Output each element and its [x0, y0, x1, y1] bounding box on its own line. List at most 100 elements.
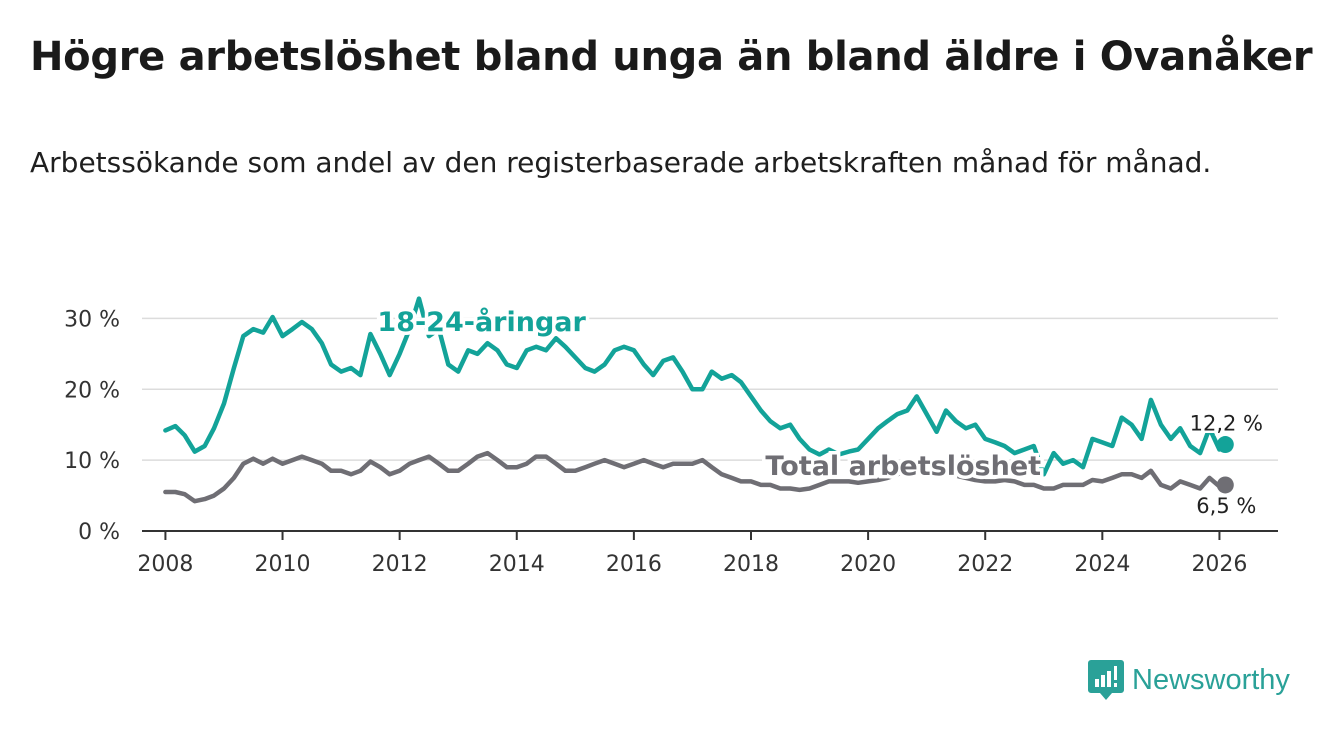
- end-marker: [1216, 436, 1234, 454]
- data-point: [906, 409, 908, 412]
- data-point: [926, 413, 928, 415]
- data-point: [555, 337, 557, 339]
- data-point: [476, 456, 479, 458]
- data-point: [1101, 480, 1103, 482]
- data-point: [701, 459, 703, 461]
- data-point: [467, 463, 469, 465]
- data-point: [447, 363, 449, 366]
- data-point: [936, 431, 938, 433]
- x-tick-label: 2010: [255, 552, 311, 577]
- data-point: [1013, 480, 1016, 482]
- data-point: [1033, 445, 1035, 447]
- data-point: [321, 463, 323, 465]
- data-point: [311, 459, 313, 461]
- data-point: [1043, 487, 1045, 490]
- data-point: [613, 463, 616, 465]
- x-tick-label: 2016: [606, 552, 662, 577]
- data-point: [789, 487, 791, 490]
- data-point: [418, 297, 420, 300]
- data-point: [1199, 452, 1201, 454]
- y-tick-label: 10 %: [64, 449, 120, 474]
- data-point: [1189, 484, 1191, 486]
- data-point: [1072, 459, 1074, 461]
- data-point: [164, 491, 167, 493]
- data-point: [1062, 484, 1064, 486]
- data-point: [594, 463, 596, 465]
- data-point: [574, 470, 576, 472]
- data-point: [1150, 470, 1152, 472]
- data-point: [623, 466, 625, 468]
- data-point: [291, 459, 294, 461]
- data-point: [242, 335, 244, 337]
- data-point: [740, 480, 742, 482]
- data-point: [428, 456, 430, 458]
- data-point: [1091, 438, 1093, 440]
- x-tick-label: 2022: [957, 552, 1013, 577]
- data-point: [857, 448, 859, 451]
- data-point: [731, 477, 733, 479]
- data-point: [457, 370, 459, 373]
- data-point: [965, 477, 967, 479]
- data-point: [1062, 463, 1064, 465]
- data-point: [896, 473, 898, 475]
- data-point: [750, 480, 752, 482]
- data-point: [379, 353, 381, 355]
- data-point: [828, 480, 830, 482]
- data-point: [311, 328, 313, 330]
- data-point: [330, 363, 332, 366]
- data-point: [506, 363, 508, 366]
- data-point: [750, 395, 752, 397]
- y-tick-label: 30 %: [64, 307, 120, 332]
- end-value-label: 12,2 %: [1190, 412, 1263, 436]
- data-point: [896, 413, 898, 415]
- data-point: [438, 328, 440, 330]
- data-point: [1121, 473, 1123, 475]
- x-tick-label: 2008: [137, 552, 193, 577]
- data-point: [594, 370, 596, 373]
- data-point: [526, 349, 528, 351]
- data-point: [769, 484, 771, 486]
- data-point: [603, 459, 606, 461]
- data-point: [955, 420, 957, 422]
- data-point: [213, 494, 215, 497]
- data-point: [330, 470, 332, 472]
- data-point: [652, 463, 654, 465]
- data-point: [955, 475, 957, 477]
- series-line-unga: [163, 296, 1228, 477]
- data-point: [886, 420, 889, 422]
- data-point: [877, 479, 879, 481]
- data-point: [721, 473, 723, 475]
- data-point: [818, 453, 821, 456]
- series-line-total: [163, 450, 1228, 504]
- data-point: [350, 473, 352, 475]
- data-point: [399, 353, 401, 355]
- data-point: [848, 451, 850, 453]
- data-point: [779, 427, 781, 429]
- data-point: [652, 374, 654, 376]
- data-point: [1140, 438, 1143, 440]
- data-point: [838, 453, 840, 456]
- x-tick-label: 2012: [372, 552, 428, 577]
- chart-subtitle: Arbetssökande som andel av den registerb…: [30, 146, 1212, 179]
- data-point: [984, 480, 986, 482]
- data-point: [828, 448, 830, 451]
- data-point: [681, 370, 684, 373]
- data-point: [584, 367, 586, 369]
- data-point: [467, 349, 469, 351]
- data-point: [340, 370, 342, 373]
- data-point: [1091, 479, 1093, 481]
- data-point: [926, 470, 928, 472]
- data-point: [1003, 479, 1006, 481]
- data-point: [1179, 480, 1181, 482]
- data-point: [1160, 424, 1162, 426]
- data-point: [984, 438, 986, 440]
- data-point: [184, 434, 186, 436]
- data-point: [691, 388, 694, 390]
- series-label: Total arbetslöshet: [765, 451, 1041, 482]
- data-point: [994, 441, 996, 444]
- data-point: [516, 367, 518, 369]
- data-point: [476, 353, 479, 355]
- data-point: [389, 473, 391, 475]
- data-point: [1140, 477, 1143, 479]
